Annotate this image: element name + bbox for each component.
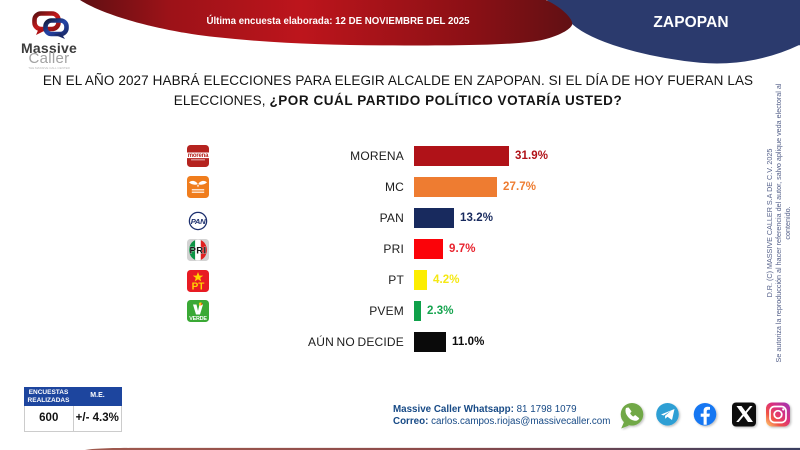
svg-text:morena: morena: [188, 153, 209, 159]
svg-text:PT: PT: [192, 282, 205, 293]
svg-text:PAN: PAN: [191, 217, 206, 226]
svg-text:PRI: PRI: [190, 246, 207, 257]
svg-text:VERDE: VERDE: [189, 316, 207, 322]
